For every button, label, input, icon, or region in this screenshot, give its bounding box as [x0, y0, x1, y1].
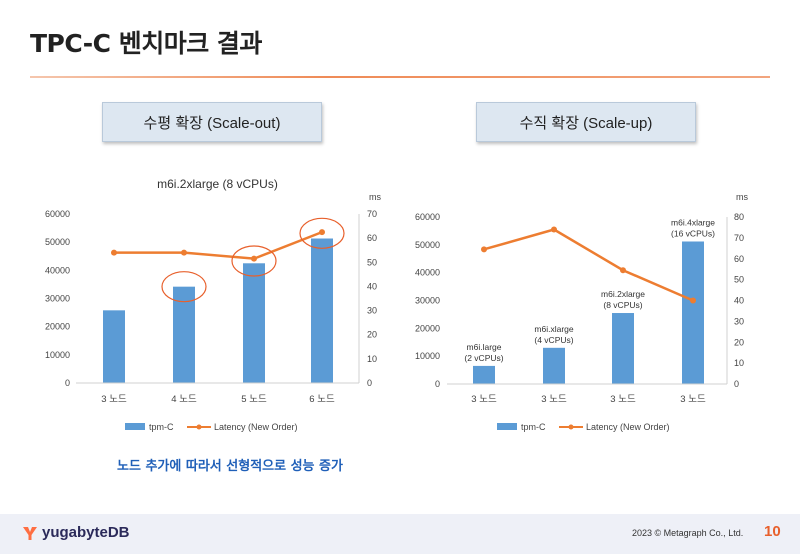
chart-caption: 노드 추가에 따라서 선형적으로 성능 증가: [117, 459, 343, 474]
scaleup-bar: [473, 365, 495, 384]
scaleout-legend-bar-swatch: [125, 423, 145, 430]
scaleout-latency-point: [319, 229, 325, 236]
scaleout-y-tick-label: 50000: [45, 237, 70, 247]
scaleout-y2-tick-label: 70: [367, 209, 377, 219]
scaleout-y-tick-label: 10000: [45, 350, 70, 360]
scaleout-y2-tick-label: 50: [367, 257, 377, 267]
scaleout-x-tick-label: 5 노드: [241, 394, 267, 405]
scaleout-y-tick-label: 40000: [45, 265, 70, 275]
scaleout-y2-tick-label: 20: [367, 330, 377, 340]
scaleup-latency-point: [551, 226, 557, 233]
scaleup-y2-tick-label: 40: [734, 296, 744, 306]
scaleup-y-tick-label: 0: [435, 379, 440, 389]
scaleout-y2-unit-label: ms: [369, 192, 381, 202]
scaleup-y2-tick-label: 30: [734, 316, 744, 326]
scaleout-legend-line-marker: [196, 424, 202, 430]
scaleout-latency-point: [181, 249, 187, 256]
scaleout-latency-point: [111, 249, 117, 256]
title-divider: [30, 76, 770, 78]
scaleout-legend-bar-label: tpm-C: [149, 422, 174, 432]
scaleup-bar-label: m6i.4xlarge: [671, 217, 715, 227]
scaleup-legend-bar-swatch: [497, 423, 517, 430]
scaleout-highlight-circle: [299, 217, 345, 249]
scaleup-x-tick-label: 3 노드: [610, 394, 636, 405]
scaleup-y2-tick-label: 10: [734, 358, 744, 368]
scaleup-bar-label: (4 vCPUs): [534, 335, 573, 345]
scaleout-y-tick-label: 60000: [45, 209, 70, 219]
scaleup-y-tick-label: 50000: [415, 240, 440, 250]
scaleout-y2-tick-label: 40: [367, 281, 377, 291]
scaleup-latency-point: [481, 246, 487, 253]
scaleup-latency-point: [620, 267, 626, 274]
scaleup-y2-tick-label: 80: [734, 212, 744, 222]
copyright: 2023 © Metagraph Co., Ltd.: [632, 528, 744, 538]
page-title: TPC-C 벤치마크 결과: [30, 29, 262, 58]
scaleup-bar-label: m6i.2xlarge: [601, 289, 645, 299]
scaleup-bar: [682, 241, 704, 384]
scaleup-latency-point: [690, 297, 696, 304]
scaleup-y2-tick-label: 50: [734, 275, 744, 285]
scaleup-legend-bar-label: tpm-C: [521, 422, 546, 432]
scaleup-bar: [612, 313, 634, 384]
yugabytedb-logo: yugabyteDB: [22, 524, 130, 541]
scaleup-y2-tick-label: 70: [734, 233, 744, 243]
yugabyte-logo-icon: [23, 526, 37, 540]
scaleup-legend-line-label: Latency (New Order): [586, 422, 670, 432]
scaleup-y2-tick-label: 0: [734, 379, 739, 389]
scaleup-legend-line-marker: [568, 424, 574, 430]
charts-canvas: m6i.2xlarge (8 vCPUs)0100002000030000400…: [45, 177, 749, 432]
page-number: 10: [764, 523, 781, 540]
footer: yugabyteDB 2023 © Metagraph Co., Ltd. 10: [0, 514, 800, 554]
scaleout-legend-line-label: Latency (New Order): [214, 422, 298, 432]
scaleup-bar-label: m6i.large: [467, 342, 502, 352]
scaleout-y-tick-label: 30000: [45, 294, 70, 304]
scaleout-chart-title: m6i.2xlarge (8 vCPUs): [157, 177, 278, 191]
scaleup-y-tick-label: 10000: [415, 351, 440, 361]
scaleup-bar-label: (16 vCPUs): [671, 228, 715, 238]
scaleout-latency-point: [251, 255, 257, 262]
scaleout-x-tick-label: 6 노드: [309, 394, 335, 405]
scaleout-x-tick-label: 3 노드: [101, 394, 127, 405]
scaleup-x-tick-label: 3 노드: [471, 394, 497, 405]
scaleup-bar-label: m6i.xlarge: [534, 324, 573, 334]
scaleout-y2-tick-label: 30: [367, 306, 377, 316]
scaleout-y-tick-label: 0: [65, 378, 70, 388]
scaleout-bar: [243, 263, 265, 383]
scaleout-y2-tick-label: 10: [367, 354, 377, 364]
scaleup-y2-tick-label: 60: [734, 254, 744, 264]
scaleup-y-tick-label: 30000: [415, 296, 440, 306]
scaleout-x-tick-label: 4 노드: [171, 394, 197, 405]
scaleout-y2-tick-label: 60: [367, 233, 377, 243]
scaleout-y-tick-label: 20000: [45, 322, 70, 332]
scaleup-latency-line: [483, 228, 694, 302]
scaleup-y-tick-label: 60000: [415, 212, 440, 222]
scaleup-y2-tick-label: 20: [734, 337, 744, 347]
scaleout-highlight-circle: [231, 245, 277, 277]
scaleup-bar-label: (8 vCPUs): [603, 300, 642, 310]
scaleout-bar: [173, 286, 195, 383]
scaleout-latency-line: [114, 230, 323, 260]
scaleout-y2-tick-label: 0: [367, 378, 372, 388]
scale-out-label: 수평 확장 (Scale-out): [102, 102, 322, 142]
logo-text: yugabyteDB: [42, 524, 130, 541]
scaleup-bar: [543, 347, 565, 384]
scaleout-bar: [311, 238, 333, 383]
scaleup-y2-unit-label: ms: [736, 192, 748, 202]
scaleup-y-tick-label: 20000: [415, 323, 440, 333]
scaleout-bar: [103, 310, 125, 383]
scaleup-bar-label: (2 vCPUs): [464, 353, 503, 363]
scaleup-x-tick-label: 3 노드: [541, 394, 567, 405]
scaleout-highlight-circle: [161, 271, 207, 303]
scaleup-y-tick-label: 40000: [415, 268, 440, 278]
scale-up-label: 수직 확장 (Scale-up): [476, 102, 696, 142]
scaleup-x-tick-label: 3 노드: [680, 394, 706, 405]
